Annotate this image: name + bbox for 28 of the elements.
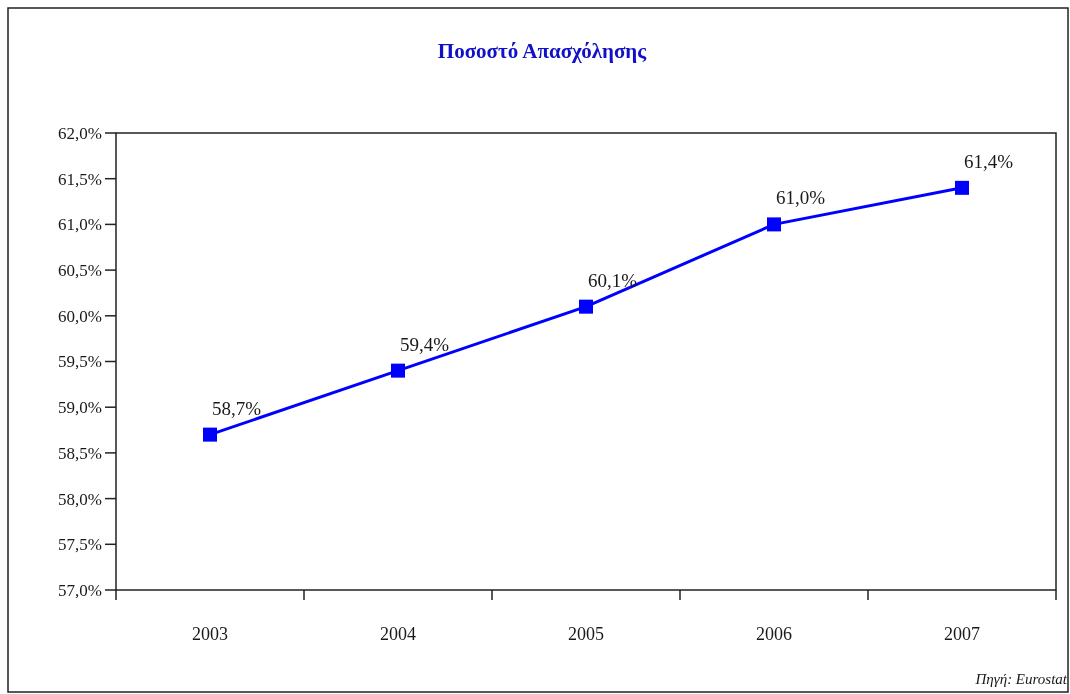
- x-tick-label: 2007: [944, 624, 980, 644]
- point: [955, 180, 969, 195]
- data-label: 60,1%: [588, 269, 638, 291]
- point: [391, 363, 405, 378]
- y-tick-label: 57,0%: [58, 580, 102, 600]
- data-label: 59,4%: [400, 333, 450, 355]
- x-tick-label: 2006: [756, 624, 792, 644]
- point: [203, 427, 217, 442]
- y-tick-label: 61,0%: [58, 215, 102, 235]
- x-tick-label: 2004: [380, 624, 416, 644]
- data-label: 61,0%: [776, 187, 826, 209]
- y-tick-label: 59,5%: [58, 352, 102, 372]
- chart-title: Ποσοστό Απασχόλησης: [437, 39, 648, 63]
- text: Πηγή: Eurostat: [974, 671, 1068, 687]
- y-tick-label: 60,0%: [58, 306, 102, 326]
- x-tick-label: 2005: [568, 624, 604, 644]
- data-label: 61,4%: [964, 150, 1014, 172]
- point: [767, 217, 781, 232]
- data-label: 58,7%: [212, 397, 262, 419]
- y-tick-label: 61,5%: [58, 169, 102, 189]
- y-tick-label: 62,0%: [58, 123, 102, 143]
- y-tick-label: 60,5%: [58, 261, 102, 281]
- y-tick-label: 58,5%: [58, 443, 102, 463]
- point: [579, 299, 593, 314]
- y-tick-label: 59,0%: [58, 398, 102, 418]
- y-tick-label: 57,5%: [58, 535, 102, 555]
- y-tick-label: 58,0%: [58, 489, 102, 509]
- x-tick-label: 2003: [192, 624, 228, 644]
